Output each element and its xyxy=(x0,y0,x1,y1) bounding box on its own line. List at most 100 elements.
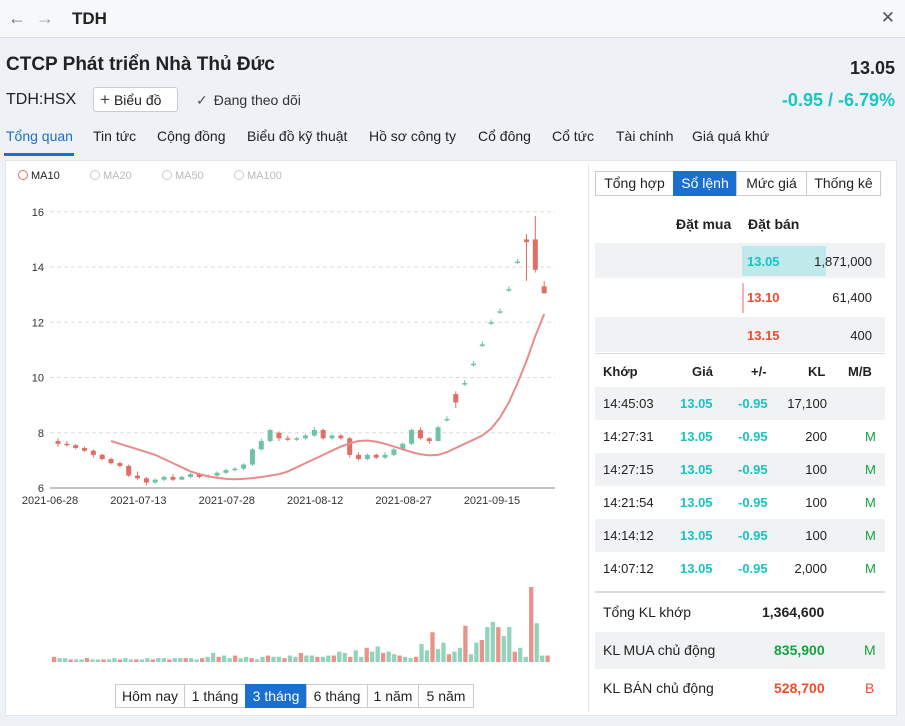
tab-community[interactable]: Cộng đồng xyxy=(157,128,226,144)
candle-body xyxy=(179,476,185,480)
range-3m-button[interactable]: 3 tháng xyxy=(245,684,307,708)
volume-bar xyxy=(348,656,353,662)
trade-side: M xyxy=(865,561,876,576)
volume-bar xyxy=(57,658,62,662)
volume-bar xyxy=(106,659,112,662)
subtab-statistics[interactable]: Thống kê xyxy=(806,171,881,196)
ticker-symbol: TDH:HSX xyxy=(6,91,77,108)
trade-volume: 100 xyxy=(805,462,827,477)
trades-header-price: Giá xyxy=(692,364,713,379)
tab-financials[interactable]: Tài chính xyxy=(616,128,674,144)
candle-body xyxy=(400,443,406,450)
range-1y-button[interactable]: 1 năm xyxy=(367,684,419,708)
legend-ma10[interactable]: MA10 xyxy=(10,170,60,182)
tab-company-profile[interactable]: Hồ sơ công ty xyxy=(369,128,456,144)
trade-time: 14:21:54 xyxy=(603,495,654,510)
candle-body xyxy=(267,430,273,442)
arrow-left-icon[interactable]: ← xyxy=(8,8,26,28)
legend-ma100-label: MA100 xyxy=(247,170,282,182)
volume-bar xyxy=(101,659,106,662)
volume-bar xyxy=(490,621,495,662)
candle-body xyxy=(152,479,158,483)
trade-side: M xyxy=(865,462,876,477)
tab-dividends[interactable]: Cổ tức xyxy=(552,128,595,144)
candle-body xyxy=(541,286,547,294)
volume-bar xyxy=(353,650,358,662)
volume-bar xyxy=(128,659,134,662)
candle-body xyxy=(479,344,485,346)
legend-ma10-label: MA10 xyxy=(31,170,60,182)
candle-body xyxy=(364,454,370,459)
candle-body xyxy=(241,464,247,469)
trade-price: 13.05 xyxy=(680,495,713,510)
trade-price: 13.05 xyxy=(680,528,713,543)
candle-body xyxy=(391,449,397,455)
range-today-button[interactable]: Hôm nay xyxy=(115,684,185,708)
volume-bar xyxy=(446,654,452,662)
candle-body xyxy=(223,470,229,473)
volume-bar xyxy=(134,659,139,662)
ask-price: 13.05 xyxy=(747,254,780,269)
volume-bar xyxy=(463,625,468,662)
trade-price: 13.05 xyxy=(680,561,713,576)
volume-bar xyxy=(419,643,424,662)
volume-bar xyxy=(359,656,364,662)
arrow-right-icon[interactable]: → xyxy=(36,8,54,28)
summary-total-value: 1,364,600 xyxy=(762,604,825,620)
tab-technical-chart[interactable]: Biểu đồ kỹ thuật xyxy=(247,128,348,144)
candle-body xyxy=(55,441,61,444)
tab-overview[interactable]: Tổng quan xyxy=(6,128,73,144)
range-1m-button[interactable]: 1 tháng xyxy=(184,684,246,708)
volume-bar xyxy=(342,652,347,662)
legend-ma100[interactable]: MA100 xyxy=(226,170,282,182)
volume-bar xyxy=(52,656,57,662)
tab-shareholders[interactable]: Cổ đông xyxy=(478,128,531,144)
volume-bar xyxy=(452,651,457,662)
candle-body xyxy=(117,463,123,466)
volume-bar xyxy=(298,652,304,662)
price-chart[interactable]: 6 8 10 12 14 16 2021-06-28 2021-07-13 2021-07-28… xyxy=(10,190,570,670)
close-icon[interactable]: ✕ xyxy=(880,8,895,27)
volume-bar xyxy=(178,658,183,662)
volume-bar xyxy=(200,658,205,662)
chart-button[interactable]: + Biểu đồ xyxy=(93,87,178,112)
trade-volume: 100 xyxy=(805,495,827,510)
range-6m-button[interactable]: 6 tháng xyxy=(306,684,368,708)
trades-header-change: +/- xyxy=(751,364,767,379)
candle-body xyxy=(382,454,388,458)
legend-ma20[interactable]: MA20 xyxy=(82,170,132,182)
follow-toggle[interactable]: ✓ Đang theo dõi xyxy=(196,92,301,109)
volume-bar xyxy=(381,652,386,662)
main-tabs: Tổng quan Tin tức Cộng đồng Biểu đồ kỹ t… xyxy=(0,126,905,154)
volume-bar xyxy=(545,655,550,662)
volume-bar xyxy=(282,658,287,662)
sell-header: Đặt bán xyxy=(748,216,800,232)
candle-body xyxy=(320,430,326,439)
legend-ma50[interactable]: MA50 xyxy=(154,170,204,182)
candle-body xyxy=(453,394,459,403)
subtab-orderbook[interactable]: Sổ lệnh xyxy=(673,171,737,196)
candle-body xyxy=(135,475,141,479)
current-price: 13.05 xyxy=(849,58,895,78)
trade-row: 14:45:03 13.05 -0.95 17,100 xyxy=(595,387,885,420)
x-tick-label: 2021-07-28 xyxy=(199,495,255,507)
volume-bar xyxy=(156,658,161,662)
x-tick-label: 2021-06-28 xyxy=(22,495,78,507)
trades-header-side: M/B xyxy=(848,364,872,379)
volume-bar xyxy=(276,656,282,662)
candle-body xyxy=(214,472,220,476)
trade-time: 14:45:03 xyxy=(603,396,654,411)
y-tick-label: 10 xyxy=(32,373,44,385)
volume-bar xyxy=(529,587,534,662)
volume-bar xyxy=(227,658,232,662)
subtab-summary[interactable]: Tổng hợp xyxy=(595,171,674,196)
candle-body xyxy=(170,476,176,480)
tab-price-history[interactable]: Giá quá khứ xyxy=(692,128,770,144)
range-5y-button[interactable]: 5 năm xyxy=(418,684,474,708)
subtab-price-levels[interactable]: Mức giá xyxy=(736,171,807,196)
tab-news[interactable]: Tin tức xyxy=(93,128,137,144)
volume-bar xyxy=(216,656,221,662)
check-icon: ✓ xyxy=(196,92,208,108)
volume-bar xyxy=(485,627,490,662)
y-tick-label: 8 xyxy=(38,428,44,440)
